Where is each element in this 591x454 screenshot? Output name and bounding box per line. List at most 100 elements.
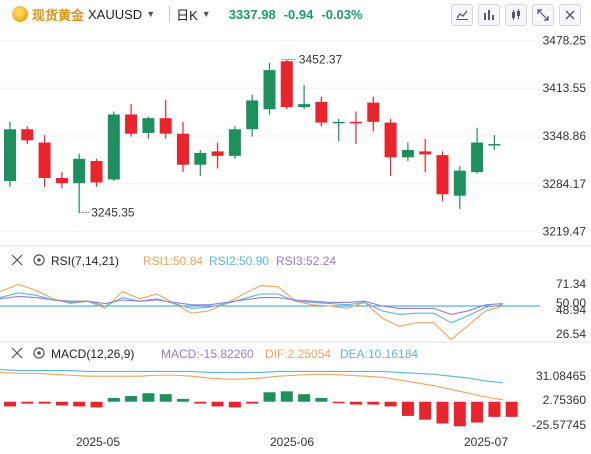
toolbar-divider bbox=[169, 6, 171, 22]
fullscreen-icon[interactable] bbox=[532, 4, 554, 26]
timeframe-selector[interactable]: 日K bbox=[176, 7, 198, 23]
candle-up bbox=[228, 129, 241, 156]
macd-bar-up bbox=[159, 394, 172, 402]
candle-up bbox=[194, 152, 207, 165]
macd-bar-down bbox=[384, 401, 397, 407]
last-price: 3337.98 bbox=[228, 6, 276, 22]
candle-down bbox=[315, 101, 328, 123]
compare-icon[interactable] bbox=[478, 4, 500, 26]
rsi-tick-label: 71.34 bbox=[556, 277, 586, 291]
candle-up bbox=[298, 104, 311, 108]
candle-down bbox=[211, 151, 224, 156]
price-tick-label: 3413.55 bbox=[543, 81, 587, 95]
macd-bar-down bbox=[401, 401, 414, 416]
candle-down bbox=[177, 133, 189, 165]
candle-up bbox=[471, 142, 484, 173]
candle-up bbox=[246, 100, 259, 130]
rsi3-value: RSI3:52.24 bbox=[276, 254, 336, 268]
settings-icon[interactable] bbox=[505, 4, 527, 26]
rsi2-value: RSI2:50.90 bbox=[209, 254, 269, 268]
macd-tick-label: 2.75360 bbox=[543, 393, 587, 407]
macd-indicator-label: MACD(12,26,9) bbox=[51, 347, 134, 361]
candle-down bbox=[21, 129, 34, 141]
candle-down bbox=[436, 155, 449, 195]
macd-bar-down bbox=[21, 401, 34, 404]
price-tick-label: 3219.47 bbox=[543, 225, 587, 239]
timeframe-dropdown-icon[interactable]: ▼ bbox=[201, 9, 211, 19]
candle-down bbox=[350, 121, 362, 124]
rsi-line-3 bbox=[0, 295, 504, 315]
rsi-settings-icon[interactable] bbox=[33, 254, 45, 266]
rsi-tick-label: 48.94 bbox=[556, 303, 586, 317]
candle-down bbox=[280, 61, 293, 108]
rsi-header: RSI(7,14,21) RSI1:50.84 RSI2:50.90 RSI3:… bbox=[11, 254, 336, 268]
macd-bar-up bbox=[107, 397, 120, 402]
rsi-close-icon[interactable] bbox=[11, 254, 23, 266]
candle-down bbox=[159, 118, 172, 134]
price-change: -0.94 bbox=[283, 6, 314, 22]
candle-up bbox=[401, 149, 414, 158]
candle-up bbox=[263, 70, 276, 110]
rsi-indicator-label: RSI(7,14,21) bbox=[51, 254, 119, 268]
macd-bar-down bbox=[246, 401, 259, 404]
rsi-series bbox=[0, 283, 540, 341]
candle-up bbox=[142, 118, 155, 133]
main-axis-labels: 3478.25 3413.55 3348.86 3284.17 3219.47 3452.… bbox=[79, 33, 587, 239]
candle-down bbox=[55, 178, 68, 184]
rsi-tick-label: 50.00 bbox=[556, 296, 586, 310]
macd-bar-down bbox=[419, 401, 432, 420]
toolbar-tools bbox=[451, 4, 581, 26]
macd-bar-down bbox=[367, 401, 380, 405]
macd-bar-down bbox=[471, 401, 484, 423]
macd-header: MACD(12,26,9) MACD:-15.82260 DIF:2.25054… bbox=[11, 347, 418, 361]
candle-down bbox=[38, 142, 51, 179]
grid-lines bbox=[0, 39, 535, 233]
symbol-code[interactable]: XAUUSD bbox=[88, 6, 143, 22]
macd-bar-up bbox=[125, 396, 138, 402]
macd-bar-down bbox=[211, 401, 224, 407]
rsi1-value: RSI1:50.84 bbox=[143, 254, 203, 268]
macd-settings-icon[interactable] bbox=[33, 347, 45, 359]
macd-bar-down bbox=[194, 401, 207, 404]
macd-tick-label: -25.57745 bbox=[532, 418, 586, 432]
macd-bar-down bbox=[350, 401, 362, 405]
min-price-label: 3245.35 bbox=[91, 205, 135, 219]
candle-down bbox=[419, 151, 432, 155]
macd-bar-up bbox=[263, 392, 276, 402]
candle-up bbox=[4, 129, 16, 181]
macd-bar-down bbox=[73, 401, 86, 407]
candle-down bbox=[90, 161, 103, 183]
macd-bar-down bbox=[505, 401, 518, 417]
macd-value: MACD:-15.82260 bbox=[161, 347, 254, 361]
candle-down bbox=[367, 102, 380, 122]
date-tick-label: 2025-07 bbox=[464, 435, 508, 449]
candle-up bbox=[453, 170, 466, 196]
macd-bar-down bbox=[228, 401, 241, 408]
macd-series bbox=[0, 369, 518, 427]
macd-bar-down bbox=[488, 401, 501, 417]
rsi-line-2 bbox=[0, 292, 504, 324]
macd-bar-down bbox=[4, 401, 16, 407]
macd-bar-down bbox=[38, 401, 51, 404]
rsi-line-1 bbox=[0, 283, 504, 341]
macd-bar-up bbox=[142, 393, 155, 402]
macd-axis-labels: 31.08465 2.75360 -25.57745 bbox=[532, 369, 586, 432]
macd-close-icon[interactable] bbox=[11, 347, 23, 359]
candle-up bbox=[332, 121, 345, 124]
close-icon[interactable] bbox=[559, 4, 581, 26]
rsi-tick-label: 26.54 bbox=[556, 327, 586, 341]
date-tick-label: 2025-06 bbox=[270, 435, 314, 449]
symbol-dropdown-icon[interactable]: ▼ bbox=[146, 9, 156, 19]
macd-bar-up bbox=[315, 397, 328, 402]
dif-value: DIF:2.25054 bbox=[265, 347, 331, 361]
indicator-icon[interactable] bbox=[451, 4, 473, 26]
candle-down bbox=[384, 122, 397, 158]
gold-coin-icon bbox=[12, 6, 28, 22]
macd-bar-up bbox=[177, 398, 189, 402]
dea-value: DEA:10.16184 bbox=[340, 347, 418, 361]
symbol-name[interactable]: 现货黄金 bbox=[32, 7, 85, 23]
max-price-label: 3452.37 bbox=[299, 53, 343, 67]
macd-bar-down bbox=[90, 401, 103, 408]
